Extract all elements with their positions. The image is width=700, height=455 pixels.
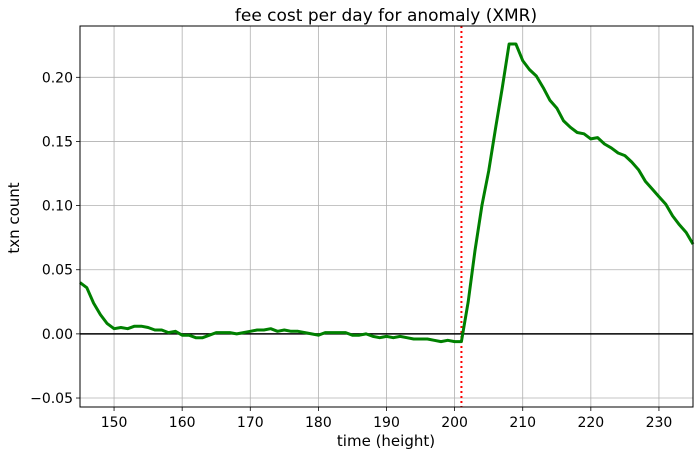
x-tick-label: 160 [169, 415, 196, 431]
y-axis-label: txn count [5, 182, 23, 253]
y-tick-label: 0.00 [42, 327, 73, 343]
y-tick-label: 0.10 [42, 199, 73, 215]
grid-lines [80, 26, 693, 407]
y-tick-label: 0.05 [42, 263, 73, 279]
x-tick-label: 190 [373, 415, 400, 431]
x-tick-label: 170 [237, 415, 264, 431]
y-tick-label: 0.15 [42, 134, 73, 150]
series-line-0 [79, 42, 695, 344]
x-tick-label: 230 [646, 415, 673, 431]
x-tick-label: 200 [441, 415, 468, 431]
x-tick-label: 210 [509, 415, 536, 431]
x-tick-label: 180 [305, 415, 332, 431]
x-tick-label: 220 [577, 415, 604, 431]
x-tick-label: 150 [101, 415, 128, 431]
chart-title: fee cost per day for anomaly (XMR) [235, 6, 537, 26]
y-tick-label: −0.05 [30, 391, 73, 407]
y-axis-ticks: −0.05 0.00 0.05 0.10 0.15 0.20 [30, 70, 80, 407]
data-series [79, 42, 695, 344]
x-axis-label: time (height) [337, 432, 435, 450]
y-tick-label: 0.20 [42, 70, 73, 86]
x-axis-ticks: 150 160 170 180 190 200 210 220 230 [101, 407, 673, 431]
